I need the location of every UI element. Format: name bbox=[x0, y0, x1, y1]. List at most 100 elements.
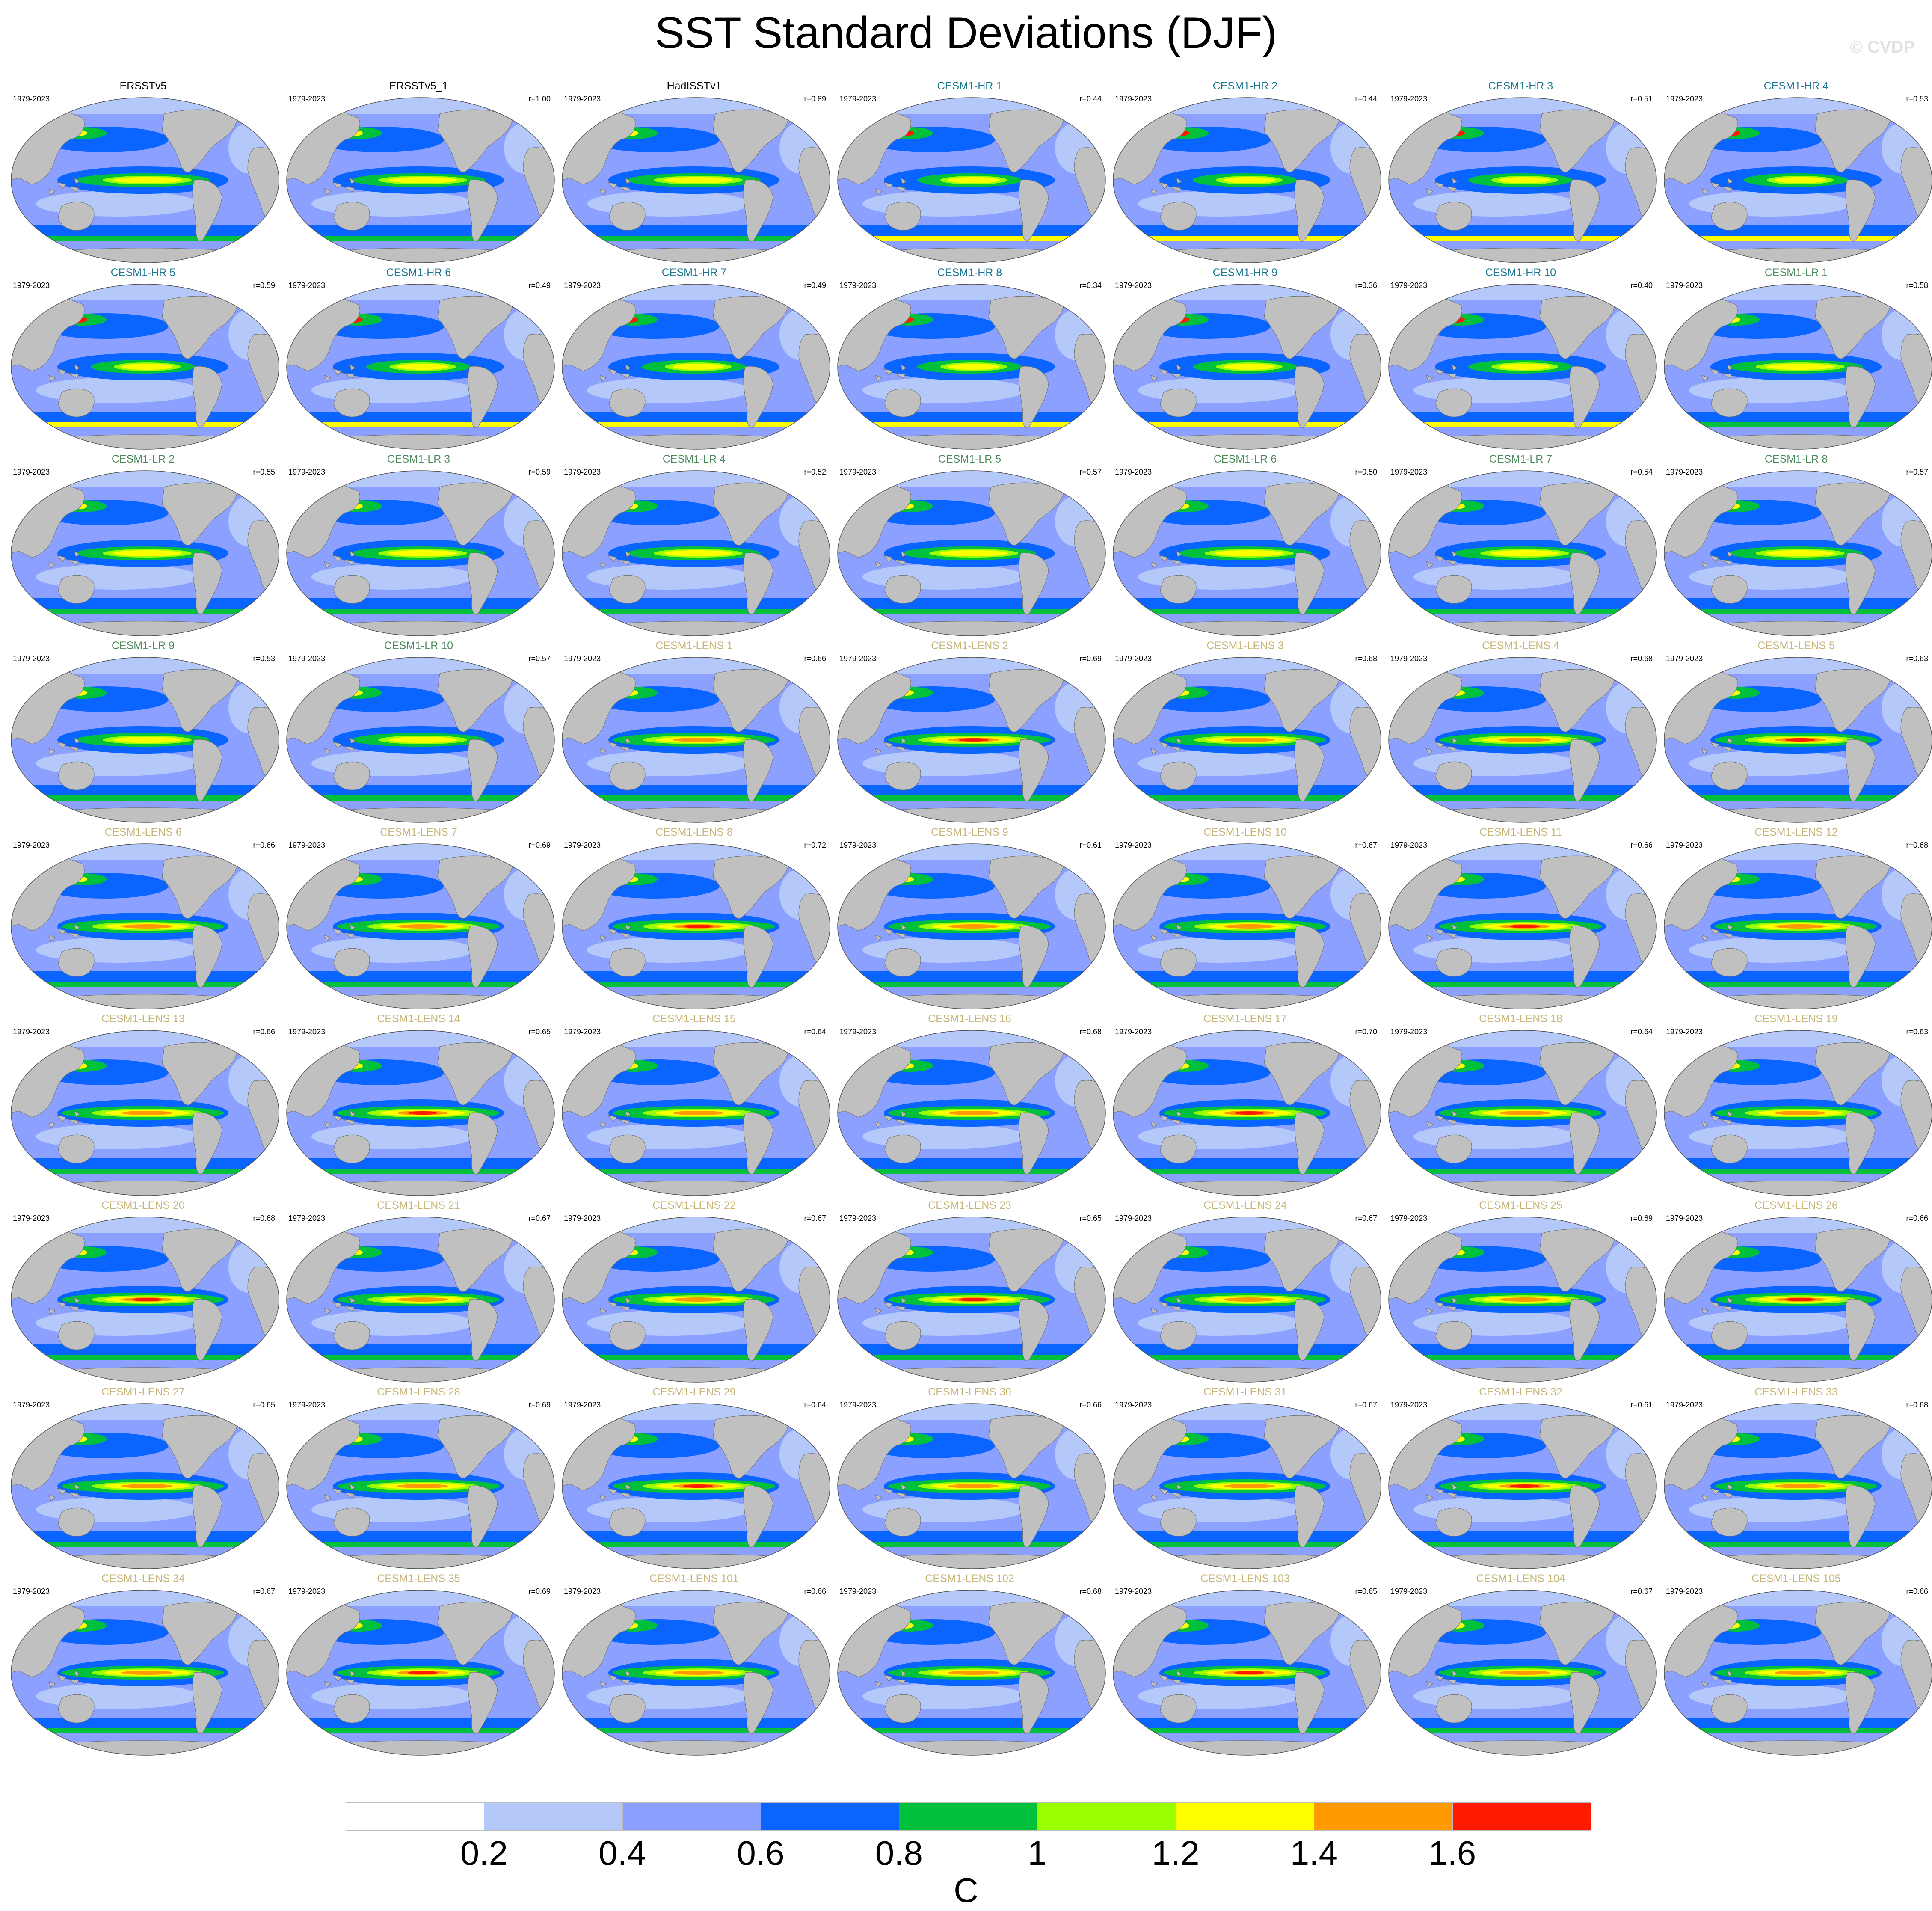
continent-landmass bbox=[232, 477, 253, 494]
continent-landmass bbox=[1711, 202, 1748, 231]
continent-landmass bbox=[437, 109, 513, 172]
sst-std-map bbox=[1113, 284, 1381, 450]
continent-landmass bbox=[232, 104, 253, 121]
sst-std-map bbox=[11, 1217, 279, 1383]
map-outline bbox=[1664, 1217, 1932, 1383]
map-outline bbox=[286, 657, 555, 823]
continent-landmass bbox=[468, 1299, 498, 1361]
antarctica-landmass bbox=[1689, 434, 1908, 449]
panel-period: 1979-2023 bbox=[1390, 1027, 1428, 1036]
continent-landmass bbox=[1150, 1297, 1182, 1315]
map-panel: HadISSTv1 1979-2023 r=0.89 bbox=[556, 80, 832, 267]
continent-landmass bbox=[1150, 550, 1182, 568]
sst-std-map bbox=[286, 843, 555, 1009]
panel-title: CESM1-LENS 22 bbox=[652, 1199, 736, 1211]
panel-period: 1979-2023 bbox=[288, 654, 326, 663]
panel-period: 1979-2023 bbox=[13, 1214, 50, 1223]
antarctica-landmass bbox=[1138, 1740, 1357, 1755]
panel-title: CESM1-LR 10 bbox=[384, 640, 453, 652]
continent-landmass bbox=[437, 1042, 513, 1105]
sst-std-map bbox=[11, 657, 279, 823]
continent-landmass bbox=[1815, 1602, 1891, 1665]
continent-landmass bbox=[1160, 1507, 1197, 1537]
panel-pattern-correlation: r=0.68 bbox=[1079, 1027, 1102, 1036]
panel-title: CESM1-LENS 10 bbox=[1203, 826, 1287, 838]
continent-landmass bbox=[192, 179, 222, 242]
continent-landmass bbox=[875, 1670, 907, 1688]
map-outline bbox=[11, 97, 279, 263]
map-panel: CESM1-HR 8 1979-2023 r=0.34 bbox=[832, 266, 1108, 453]
continent-landmass bbox=[508, 664, 528, 681]
panel-title: ERSSTv5_1 bbox=[389, 80, 448, 92]
panel-period: 1979-2023 bbox=[13, 95, 50, 103]
continent-landmass bbox=[1570, 926, 1600, 988]
map-outline bbox=[286, 1403, 555, 1569]
antarctica-landmass bbox=[311, 248, 530, 263]
panel-period: 1979-2023 bbox=[564, 1587, 601, 1596]
map-outline bbox=[1664, 1030, 1932, 1196]
panel-title: ERSSTv5 bbox=[119, 80, 167, 92]
continent-landmass bbox=[609, 761, 646, 790]
sst-std-map bbox=[562, 843, 830, 1009]
continent-landmass bbox=[1701, 364, 1733, 382]
panel-period: 1979-2023 bbox=[1115, 1214, 1152, 1223]
panel-pattern-correlation: r=0.53 bbox=[253, 654, 275, 663]
continent-landmass bbox=[783, 850, 804, 867]
panel-title: CESM1-LENS 33 bbox=[1754, 1386, 1838, 1398]
continent-landmass bbox=[1334, 291, 1355, 308]
map-outline bbox=[1113, 1590, 1381, 1756]
panel-period: 1979-2023 bbox=[13, 654, 50, 663]
sst-std-map bbox=[1113, 843, 1381, 1009]
map-panel: CESM1-HR 5 1979-2023 r=0.59 bbox=[5, 266, 281, 453]
continent-landmass bbox=[1059, 664, 1079, 681]
map-panel: ERSSTv5 1979-2023 bbox=[5, 80, 281, 267]
continent-landmass bbox=[1426, 1110, 1458, 1128]
panel-title: CESM1-LENS 13 bbox=[101, 1013, 185, 1025]
continent-landmass bbox=[1264, 855, 1339, 919]
map-outline bbox=[1664, 284, 1932, 450]
antarctica-landmass bbox=[311, 621, 530, 636]
sst-std-map bbox=[1113, 1217, 1381, 1383]
sst-std-map bbox=[562, 657, 830, 823]
continent-landmass bbox=[48, 1110, 80, 1128]
map-outline bbox=[1113, 1030, 1381, 1196]
continent-landmass bbox=[1539, 1228, 1615, 1292]
continent-landmass bbox=[1701, 177, 1733, 195]
antarctica-landmass bbox=[1413, 248, 1632, 263]
continent-landmass bbox=[1334, 1037, 1355, 1054]
map-panel: CESM1-LENS 28 1979-2023 r=0.69 bbox=[281, 1386, 557, 1573]
continent-landmass bbox=[1264, 296, 1339, 359]
panel-pattern-correlation: r=0.51 bbox=[1630, 95, 1653, 103]
continent-landmass bbox=[1264, 482, 1339, 546]
panel-title: CESM1-LENS 18 bbox=[1479, 1013, 1562, 1025]
sst-std-map bbox=[11, 843, 279, 1009]
antarctica-landmass bbox=[862, 248, 1081, 263]
antarctica-landmass bbox=[862, 434, 1081, 449]
sst-std-map bbox=[562, 1403, 830, 1569]
panel-pattern-correlation: r=0.68 bbox=[1079, 1587, 1102, 1596]
continent-landmass bbox=[1815, 669, 1891, 732]
antarctica-landmass bbox=[311, 1554, 530, 1569]
continent-landmass bbox=[713, 1602, 788, 1665]
continent-landmass bbox=[58, 1321, 95, 1350]
sst-std-map bbox=[286, 657, 555, 823]
continent-landmass bbox=[48, 923, 80, 941]
continent-landmass bbox=[1570, 1485, 1600, 1548]
continent-landmass bbox=[1019, 739, 1049, 801]
colorbar-tick-label: 0.6 bbox=[737, 1834, 785, 1872]
continent-landmass bbox=[1539, 109, 1615, 172]
continent-landmass bbox=[1019, 1299, 1049, 1361]
map-outline bbox=[1664, 1590, 1932, 1756]
panel-title: CESM1-LENS 31 bbox=[1203, 1386, 1287, 1398]
map-panel: CESM1-LR 7 1979-2023 r=0.54 bbox=[1383, 453, 1659, 640]
panel-title: CESM1-HR 1 bbox=[937, 80, 1002, 92]
panel-period: 1979-2023 bbox=[839, 841, 877, 849]
map-outline bbox=[1388, 284, 1657, 450]
continent-landmass bbox=[1610, 1596, 1630, 1614]
map-outline bbox=[562, 1403, 830, 1569]
continent-landmass bbox=[875, 923, 907, 941]
map-panel: CESM1-HR 9 1979-2023 r=0.36 bbox=[1107, 266, 1383, 453]
map-panel: CESM1-LENS 35 1979-2023 r=0.69 bbox=[281, 1572, 557, 1759]
continent-landmass bbox=[1610, 850, 1630, 867]
